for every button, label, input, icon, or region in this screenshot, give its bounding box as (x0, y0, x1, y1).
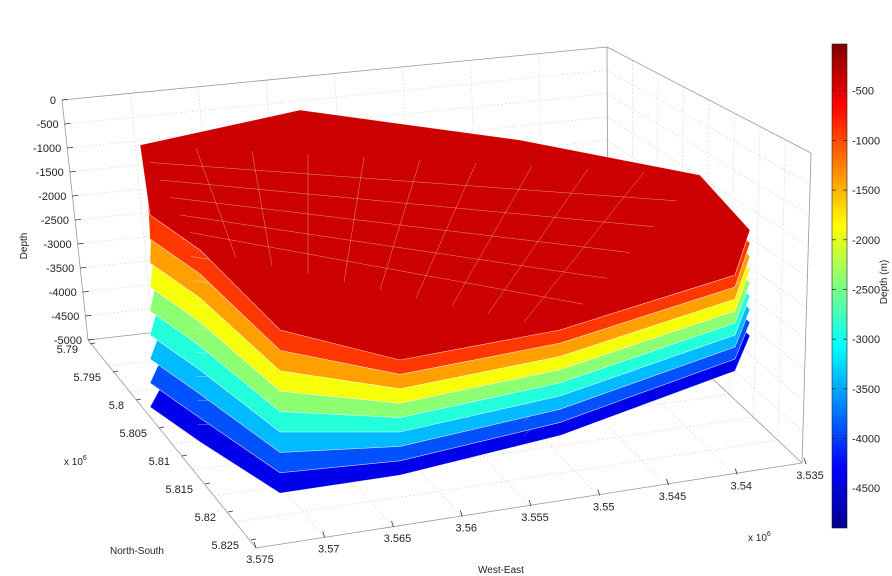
colorbar-tick-label: -3000 (852, 334, 880, 346)
axis-edge (606, 46, 812, 154)
axis-edge (61, 46, 608, 101)
surface-mesh-line (189, 232, 584, 305)
colorbar-tick-label: -2500 (852, 284, 880, 296)
x-tick-label: 3.56 (456, 523, 477, 535)
depth-surface (139, 109, 751, 361)
x-tick-mark (253, 541, 257, 549)
x-tick-mark (666, 478, 669, 486)
z-tick-label: -2000 (38, 191, 66, 203)
z-axis-ticks: 0 -500 -1000 -1500 -2000 -2500 -3000 -3500 -4000… (33, 95, 95, 347)
gridline (753, 126, 761, 418)
x-tick-mark (322, 531, 326, 538)
colorbar-tick-label: -4500 (852, 483, 880, 495)
z-tick-mark (87, 339, 95, 341)
colorbar-ticks: -500 -1000 -1500 -2000 -2500 -3000 -3500 -4000 -… (832, 86, 880, 495)
z-tick-label: -1000 (33, 143, 61, 155)
colorbar (831, 43, 848, 529)
z-tick-label: -5000 (54, 335, 82, 347)
y-tick-mark (89, 342, 96, 345)
x-axis-label: West-East (478, 565, 524, 576)
x-tick-mark (803, 457, 807, 465)
x-tick-label: 3.535 (796, 470, 824, 482)
axis-edge (255, 462, 803, 549)
x-tick-mark (528, 499, 532, 507)
z-axis-label: Depth (19, 233, 30, 260)
z-tick-label: -4000 (49, 287, 77, 299)
gridline (213, 416, 754, 497)
axis-edge (87, 339, 257, 549)
z-tick-label: -3000 (43, 239, 71, 251)
y-tick-label: 5.825 (211, 540, 239, 552)
gridline (777, 139, 786, 441)
z-tick-mark (64, 123, 71, 125)
gridline (607, 93, 810, 216)
y-tick-label: 5.82 (195, 512, 216, 524)
gridline (234, 439, 778, 523)
y-axis-ticks: 5.79 5.795 5.8 5.805 5.81 5.815 5.82 5.825 (57, 342, 257, 552)
x-tick-mark (597, 489, 601, 496)
z-tick-mark (74, 219, 82, 221)
colorbar-label: Depth (m) (879, 260, 890, 304)
surface-mesh-line (149, 162, 677, 202)
y-tick-label: 5.8 (109, 400, 124, 412)
gridline (64, 69, 608, 125)
x-tick-label: 3.54 (731, 481, 752, 493)
z-tick-label: 0 (50, 95, 56, 107)
x-tick-label: 3.555 (521, 512, 549, 524)
gridline (704, 99, 710, 372)
x-axis-multiplier: x 106 (748, 531, 771, 544)
z-tick-mark (67, 147, 74, 149)
gridline (129, 93, 154, 333)
z-tick-label: -500 (37, 119, 59, 131)
colorbar-tick-label: -500 (852, 86, 874, 98)
x-tick-label: 3.55 (593, 502, 614, 514)
y-tick-mark (135, 398, 142, 401)
y-axis-multiplier: x 106 (64, 455, 87, 468)
surface-mesh-line (169, 197, 631, 253)
z-tick-mark (82, 291, 89, 293)
z-tick-mark (85, 315, 92, 317)
colorbar-tick-label: -1500 (852, 185, 880, 197)
colorbar-tick-label: -2000 (852, 235, 880, 247)
z-tick-mark (77, 243, 84, 245)
axis-edge (801, 152, 812, 464)
gridline (606, 69, 811, 185)
y-tick-mark (181, 454, 188, 457)
y-tick-label: 5.795 (73, 372, 101, 384)
y-tick-mark (227, 510, 234, 513)
gridline (67, 93, 608, 149)
depth-surfaces (139, 109, 751, 494)
x-tick-label: 3.545 (659, 491, 687, 503)
y-tick-mark (158, 426, 165, 429)
z-tick-label: -1500 (36, 167, 64, 179)
y-tick-mark (250, 538, 257, 541)
surface-mesh-line (179, 214, 607, 279)
z-tick-label: -4500 (51, 311, 79, 323)
y-tick-mark (204, 482, 211, 485)
z-tick-label: -2500 (41, 215, 69, 227)
x-tick-label: 3.57 (318, 544, 339, 556)
x-tick-mark (391, 520, 394, 528)
y-tick-label: 5.79 (57, 344, 78, 356)
z-tick-mark (80, 267, 87, 269)
y-tick-label: 5.815 (165, 484, 193, 496)
z-tick-mark (69, 171, 76, 173)
y-tick-mark (112, 370, 119, 373)
colorbar-tick-label: -1000 (852, 135, 880, 147)
x-tick-mark (459, 510, 463, 517)
y-tick-label: 5.81 (149, 456, 170, 468)
x-axis-ticks: 3.575 3.57 3.565 3.56 3.555 3.55 3.545 3.54 3.53… (246, 457, 824, 566)
y-axis-label: North-South (110, 546, 164, 557)
surface-mesh-line (159, 179, 654, 227)
colorbar-tick-label: -4000 (852, 434, 880, 446)
x-tick-mark (734, 468, 738, 475)
y-tick-label: 5.805 (119, 428, 147, 440)
colorbar-tick-label: -3500 (852, 384, 880, 396)
z-tick-mark (61, 99, 69, 101)
x-tick-label: 3.565 (384, 533, 412, 545)
z-tick-label: -3500 (46, 263, 74, 275)
x-tick-label: 3.575 (246, 554, 274, 566)
z-tick-mark (72, 195, 79, 197)
